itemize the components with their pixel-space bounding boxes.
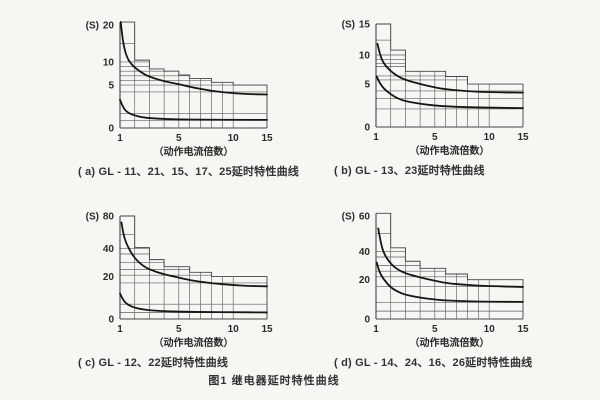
chart-b-caption: ( b) GL - 13、23延时特性曲线 <box>334 165 485 177</box>
figure-caption: 图1 继电器延时特性曲线 <box>208 375 340 387</box>
svg-text:15: 15 <box>517 324 529 335</box>
svg-text:(S): (S) <box>342 20 355 31</box>
svg-text:(S): (S) <box>86 212 99 223</box>
svg-text:0: 0 <box>108 315 114 326</box>
svg-text:20: 20 <box>103 272 115 283</box>
svg-text:15: 15 <box>261 324 273 335</box>
chart-d-caption: ( d) GL - 14、24、16、26延时特性曲线 <box>334 357 533 369</box>
chart-a: 0 5 10 20 (S) 1 5 10 15 （动作电流倍数） ( a) GL - 11、21、… <box>70 15 310 179</box>
chart-d: 0 20 40 60 (S) 1 5 10 15 （动作电流倍数） ( d) GL - 14、24… <box>326 206 566 370</box>
svg-text:1: 1 <box>117 324 123 335</box>
chart-c: 0 20 40 80 (S) 1 5 10 15 （动作电流倍数） ( c) GL - 12、22… <box>70 206 310 370</box>
svg-text:5: 5 <box>176 324 182 335</box>
svg-text:1: 1 <box>117 133 123 144</box>
svg-text:80: 80 <box>103 212 115 223</box>
svg-text:(S): (S) <box>342 212 355 223</box>
svg-text:15: 15 <box>359 20 371 31</box>
chart-b: 0 5 10 15 (S) 1 5 10 15 （动作电流倍数） ( b) GL - 13、23延… <box>326 14 566 178</box>
svg-text:0: 0 <box>364 123 370 134</box>
svg-text:（动作电流倍数）: （动作电流倍数） <box>154 145 234 158</box>
svg-text:5: 5 <box>432 324 438 335</box>
svg-text:10: 10 <box>228 324 240 335</box>
svg-text:20: 20 <box>359 275 371 286</box>
svg-text:15: 15 <box>261 133 273 144</box>
svg-text:10: 10 <box>228 133 240 144</box>
chart-a-caption: ( a) GL - 11、21、15、17、25延时特性曲线 <box>78 166 299 178</box>
svg-text:1: 1 <box>373 132 379 143</box>
svg-text:60: 60 <box>359 212 371 223</box>
svg-text:5: 5 <box>176 133 182 144</box>
svg-text:20: 20 <box>103 21 115 32</box>
svg-text:(S): (S) <box>86 21 99 32</box>
svg-text:（动作电流倍数）: （动作电流倍数） <box>410 336 490 349</box>
svg-text:5: 5 <box>364 80 370 91</box>
svg-text:10: 10 <box>359 51 371 62</box>
svg-text:0: 0 <box>108 124 114 135</box>
svg-text:1: 1 <box>373 324 379 335</box>
svg-text:40: 40 <box>103 244 115 255</box>
svg-text:（动作电流倍数）: （动作电流倍数） <box>410 144 490 157</box>
svg-text:10: 10 <box>484 324 496 335</box>
svg-text:40: 40 <box>359 247 371 258</box>
chart-c-caption: ( c) GL - 12、22延时特性曲线 <box>78 357 229 369</box>
svg-text:5: 5 <box>432 132 438 143</box>
svg-text:10: 10 <box>484 132 496 143</box>
svg-text:（动作电流倍数）: （动作电流倍数） <box>154 336 234 349</box>
svg-text:10: 10 <box>103 57 115 68</box>
svg-text:15: 15 <box>517 132 529 143</box>
svg-text:0: 0 <box>364 315 370 326</box>
svg-text:5: 5 <box>108 81 114 92</box>
